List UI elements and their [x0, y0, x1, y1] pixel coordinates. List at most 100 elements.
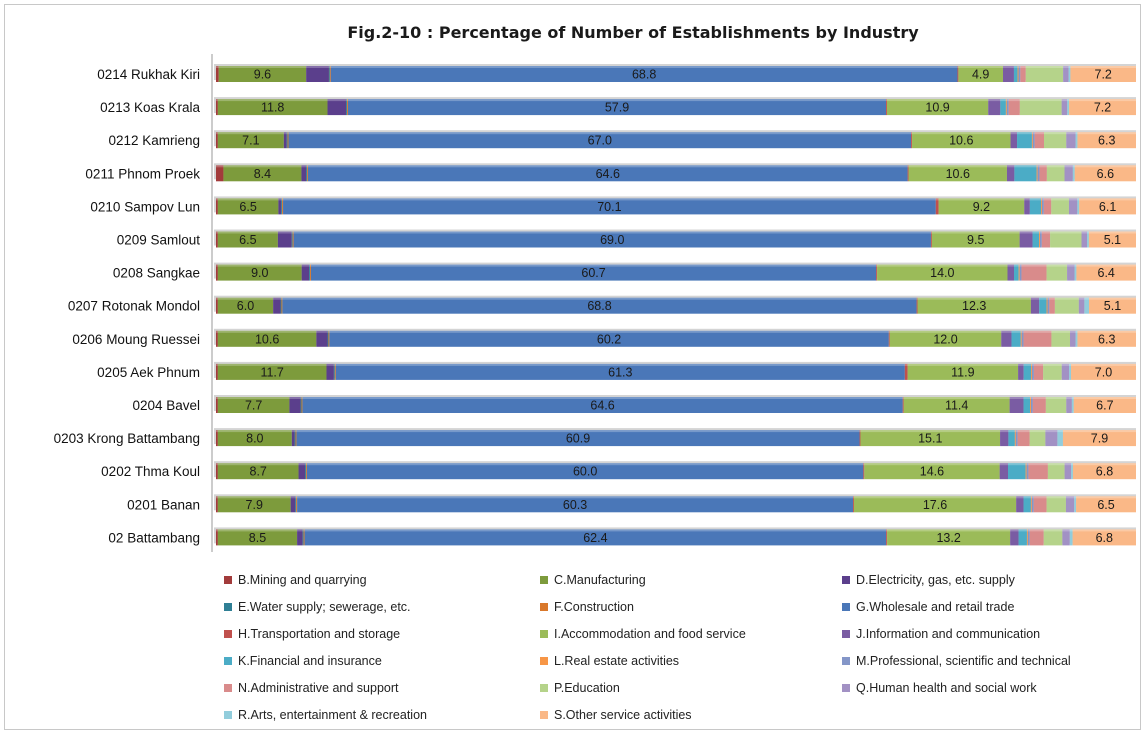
bar-segment	[1046, 496, 1066, 513]
bar-segment	[1019, 99, 1062, 116]
category-label: 0209 Samlout	[117, 233, 201, 248]
bar-segment	[1015, 430, 1018, 447]
bar-segment	[1074, 165, 1136, 182]
bar-segment	[217, 430, 292, 447]
bar-segment	[1026, 529, 1028, 546]
bar-segment	[280, 297, 282, 314]
bar-segment	[305, 463, 307, 480]
category-label: 02 Battambang	[108, 530, 200, 545]
bar-segment	[282, 198, 284, 215]
data-label: 14.0	[930, 266, 954, 280]
bar-segment	[1028, 463, 1048, 480]
bar-segment	[863, 463, 865, 480]
bar-segment	[938, 198, 1025, 215]
bar-segment	[1041, 198, 1042, 215]
bar-segment	[1007, 264, 1015, 281]
bar-segment	[1018, 264, 1020, 281]
legend-swatch	[842, 684, 850, 692]
legend-label: L.Real estate activities	[554, 654, 679, 668]
legend-swatch	[540, 684, 548, 692]
bar-highlight	[216, 430, 1136, 433]
bar-segment	[1062, 430, 1136, 447]
bar-segment	[1018, 66, 1021, 82]
data-label: 70.1	[597, 200, 621, 214]
bar-segment	[1019, 231, 1033, 248]
category-label: 0208 Sangkae	[113, 266, 200, 281]
bar-segment	[1023, 397, 1031, 413]
bar-segment	[1047, 463, 1065, 480]
category-label: 0201 Banan	[127, 497, 200, 512]
bar-segment	[291, 231, 293, 248]
data-label: 10.9	[925, 101, 949, 115]
bar-segment	[907, 165, 909, 182]
bar-segment	[1088, 231, 1136, 248]
data-label: 5.1	[1104, 299, 1121, 313]
bar-segment	[1020, 66, 1026, 82]
bar-segment	[300, 397, 302, 413]
bar-segment	[305, 463, 306, 480]
bar-segment	[1051, 198, 1069, 215]
bar-segment	[902, 397, 904, 413]
legend-swatch	[540, 576, 548, 584]
data-label: 5.1	[1104, 233, 1121, 247]
legend-swatch	[224, 684, 232, 692]
bar-segment	[1014, 264, 1019, 281]
bar-row: 0201 Banan 7.9 60.3 17.6 6.5	[127, 494, 1136, 513]
bar-segment	[1036, 165, 1038, 182]
data-label: 7.9	[1091, 432, 1108, 446]
chart-title: Fig.2-10 : Percentage of Number of Estab…	[347, 23, 919, 42]
legend-label: R.Arts, entertainment & recreation	[238, 708, 427, 722]
legend-item: B.Mining and quarrying	[224, 573, 367, 587]
bar-segment	[1079, 198, 1136, 215]
bar-segment	[1005, 99, 1007, 116]
bar-highlight	[216, 363, 1136, 366]
data-label: 12.0	[933, 332, 957, 346]
bar-segment	[1025, 66, 1064, 82]
legend-label: M.Professional, scientific and technical	[856, 654, 1071, 668]
data-label: 62.4	[583, 531, 607, 545]
bar-segment	[1018, 529, 1027, 546]
bar-segment	[1017, 132, 1032, 149]
bar-segment	[217, 264, 302, 281]
bar-segment	[1026, 463, 1029, 480]
bar-segment	[889, 330, 1002, 347]
bar-segment	[1068, 198, 1078, 215]
bar-segment	[935, 198, 939, 215]
data-label: 6.5	[1097, 498, 1114, 512]
bar-segment	[298, 463, 306, 480]
bar-segment	[217, 330, 317, 347]
legend-item: N.Administrative and support	[224, 681, 399, 695]
bar-segment	[1067, 99, 1070, 116]
bar-segment	[309, 264, 311, 281]
bar-highlight	[216, 264, 1136, 267]
bar-segment	[1074, 496, 1077, 513]
bar-segment	[1076, 264, 1136, 281]
data-label: 11.9	[951, 365, 974, 379]
bar-segment	[1046, 264, 1068, 281]
bar-segment	[217, 99, 328, 116]
bar-segment	[296, 430, 860, 447]
legend-swatch	[842, 630, 850, 638]
legend-label: D.Electricity, gas, etc. supply	[856, 573, 1016, 587]
bar-segment	[1054, 297, 1079, 314]
bar-segment	[931, 231, 1020, 248]
data-label: 7.9	[246, 498, 263, 512]
bar-segment	[1000, 430, 1009, 447]
data-label: 8.5	[249, 531, 266, 545]
bar-segment	[1074, 264, 1077, 281]
data-label: 7.7	[245, 399, 262, 413]
bar-segment	[335, 363, 905, 380]
data-label: 4.9	[972, 68, 989, 82]
bar-segment	[1030, 397, 1033, 413]
bar-segment	[302, 529, 304, 546]
data-label: 11.7	[260, 365, 283, 379]
bar-highlight	[216, 231, 1136, 234]
data-label: 6.3	[1098, 134, 1115, 148]
data-label: 64.6	[596, 167, 620, 181]
bar-segment	[306, 66, 329, 82]
category-label: 0210 Sampov Lun	[90, 199, 200, 214]
bar-segment	[1077, 132, 1136, 149]
bar-segment	[287, 132, 289, 149]
bar-segment	[1021, 264, 1047, 281]
